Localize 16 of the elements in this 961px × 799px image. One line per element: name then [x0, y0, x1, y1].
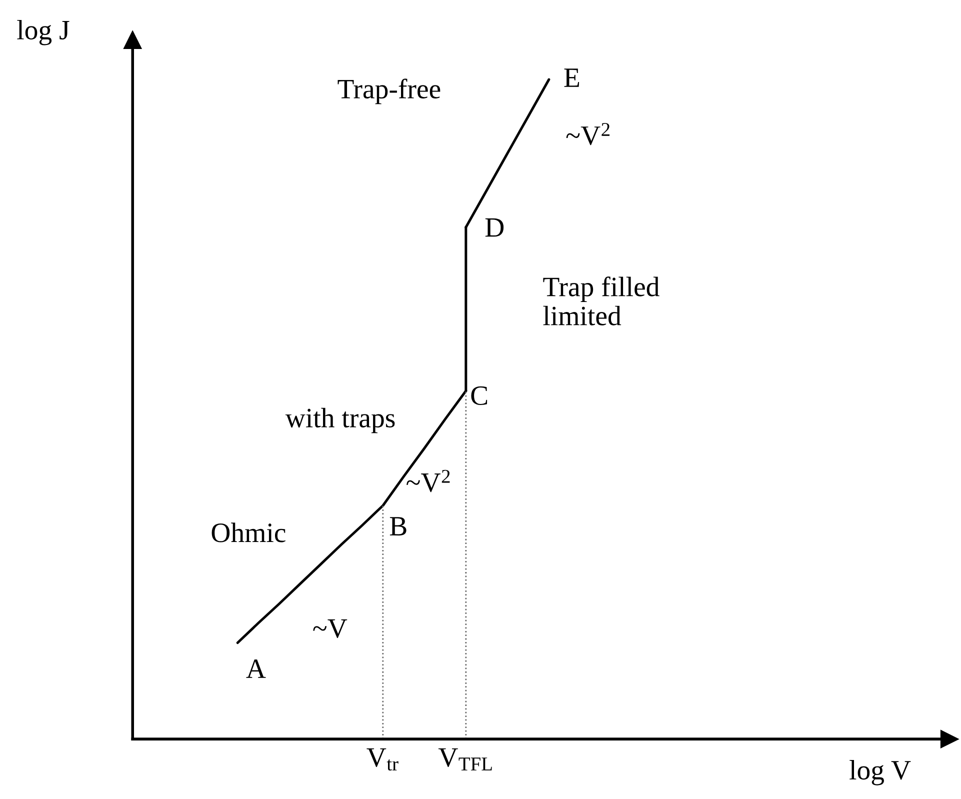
annotation: ~V$^{2}$: [566, 122, 610, 146]
annotation: ~V: [313, 619, 348, 638]
annotation: ~V$^{2}$: [406, 470, 450, 492]
annotation: E: [564, 68, 580, 87]
annotation: Trap filled limited: [543, 276, 660, 326]
annotation: Trap-free: [338, 78, 440, 104]
annotation: B: [390, 517, 406, 536]
x-axis-title: log V: [850, 760, 911, 786]
annotation: with traps: [285, 408, 395, 434]
annotation: A: [246, 659, 266, 678]
annotation: Ohmic: [212, 522, 286, 542]
x-tick-label: V$_{TFL}$: [438, 748, 492, 770]
x-tick-label: V$_{tr}$: [366, 748, 398, 771]
annotation: D: [485, 218, 504, 237]
annotation: C: [471, 386, 488, 406]
y-axis-title: log J: [17, 20, 70, 46]
